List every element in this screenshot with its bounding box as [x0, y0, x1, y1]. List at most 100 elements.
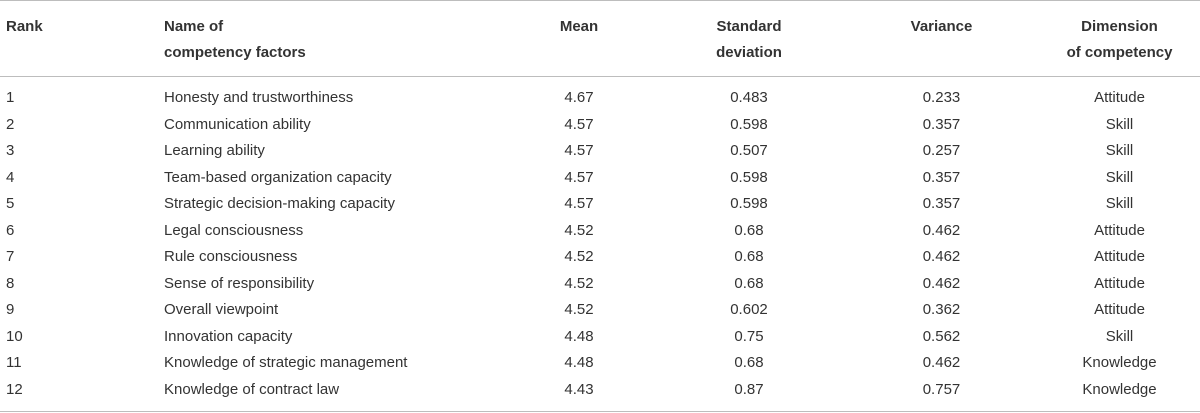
cell-competency-name: Legal consciousness — [164, 221, 304, 239]
header-sd: Standard deviation — [654, 0, 844, 77]
cell-dimension: Skill — [1105, 327, 1134, 345]
cell-competency-name: Team-based organization capacity — [164, 168, 392, 186]
cell-competency-name: Overall viewpoint — [164, 301, 279, 318]
cell-variance: 0.462 — [922, 274, 961, 292]
cell-rank: 10 — [6, 327, 23, 345]
table-header: Rank Name of competency factors Mean Sta… — [0, 0, 1200, 77]
cell-mean: 4.57 — [564, 168, 594, 186]
cell-mean: 4.48 — [564, 327, 594, 345]
cell-competency-name: Honesty and trustworthiness — [164, 89, 354, 106]
cell-standard-deviation: 0.68 — [734, 274, 764, 292]
cell-dimension: Skill — [1105, 168, 1134, 186]
cell-dimension: Skill — [1105, 115, 1134, 133]
header-name-line-1: Name of — [164, 18, 224, 35]
header-name: Name of competency factors — [164, 0, 504, 77]
cell-competency-name: Learning ability — [164, 142, 265, 159]
cell-standard-deviation: 0.68 — [734, 248, 764, 265]
cell-variance: 0.757 — [922, 380, 961, 398]
cell-dimension: Attitude — [1094, 248, 1145, 265]
cell-standard-deviation: 0.602 — [730, 301, 768, 318]
cell-variance: 0.562 — [922, 327, 961, 345]
table-row: 3 Learning ability 4.57 0.507 0.257 Skill — [0, 138, 1200, 165]
cell-competency-name: Innovation capacity — [164, 327, 293, 345]
cell-variance: 0.257 — [922, 142, 961, 159]
cell-standard-deviation: 0.598 — [730, 195, 768, 212]
table-row: 8 Sense of responsibility 4.52 0.68 0.462 Att… — [0, 271, 1200, 298]
table-row: 9 Overall viewpoint 4.52 0.602 0.362 Attitude — [0, 297, 1200, 324]
cell-rank: 3 — [6, 142, 15, 159]
cell-mean: 4.57 — [564, 115, 594, 133]
cell-mean: 4.57 — [564, 195, 594, 212]
header-variance-line: Variance — [910, 18, 973, 35]
cell-mean: 4.52 — [564, 301, 594, 318]
table-row: 5 Strategic decision-making capacity 4.57 0… — [0, 191, 1200, 218]
cell-competency-name: Knowledge of strategic management — [164, 354, 408, 371]
cell-standard-deviation: 0.483 — [730, 89, 768, 106]
cell-variance: 0.462 — [922, 354, 961, 371]
cell-variance: 0.357 — [922, 168, 961, 186]
cell-variance: 0.357 — [922, 195, 961, 212]
cell-rank: 4 — [6, 168, 15, 186]
cell-standard-deviation: 0.598 — [730, 168, 768, 186]
cell-dimension: Skill — [1105, 142, 1134, 159]
table-row: 6 Legal consciousness 4.52 0.68 0.462 Attitud… — [0, 218, 1200, 245]
cell-variance: 0.462 — [922, 248, 961, 265]
cell-standard-deviation: 0.87 — [734, 380, 764, 398]
header-dimension-line-1: Dimension — [1081, 18, 1158, 35]
header-mean-line: Mean — [559, 18, 599, 35]
cell-dimension: Attitude — [1094, 221, 1145, 239]
table-row: 1 Honesty and trustworthiness 4.67 0.483 0.2… — [0, 77, 1200, 112]
table-row: 12 Knowledge of contract law 4.43 0.87 0.757… — [0, 377, 1200, 412]
cell-competency-name: Sense of responsibility — [164, 274, 315, 292]
cell-rank: 5 — [6, 195, 15, 212]
cell-rank: 12 — [6, 380, 23, 398]
cell-standard-deviation: 0.68 — [734, 354, 764, 371]
cell-rank: 7 — [6, 248, 15, 265]
cell-standard-deviation: 0.75 — [734, 327, 764, 345]
cell-standard-deviation: 0.68 — [734, 221, 764, 239]
cell-dimension: Knowledge — [1082, 354, 1157, 371]
cell-rank: 8 — [6, 274, 15, 292]
cell-rank: 9 — [6, 301, 15, 318]
header-name-line-2: competency factors — [164, 44, 306, 61]
cell-variance: 0.462 — [922, 221, 961, 239]
cell-competency-name: Knowledge of contract law — [164, 380, 340, 398]
table-row: 7 Rule consciousness 4.52 0.68 0.462 Attitude — [0, 244, 1200, 271]
table-row: 2 Communication ability 4.57 0.598 0.357 Skil… — [0, 112, 1200, 139]
header-dimension-line-2: of competency — [1066, 44, 1173, 61]
cell-variance: 0.357 — [922, 115, 961, 133]
header-dimension: Dimension of competency — [1039, 0, 1200, 77]
cell-mean: 4.52 — [564, 248, 594, 265]
cell-dimension: Attitude — [1094, 89, 1145, 106]
table-row: 10 Innovation capacity 4.48 0.75 0.562 Skill — [0, 324, 1200, 351]
cell-rank: 2 — [6, 115, 15, 133]
cell-competency-name: Rule consciousness — [164, 248, 298, 265]
cell-rank: 1 — [6, 89, 15, 106]
cell-dimension: Attitude — [1094, 274, 1145, 292]
table-row: 4 Team-based organization capacity 4.57 0.5… — [0, 165, 1200, 192]
cell-standard-deviation: 0.507 — [730, 142, 768, 159]
cell-dimension: Attitude — [1094, 301, 1145, 318]
cell-mean: 4.43 — [564, 380, 594, 398]
cell-variance: 0.233 — [922, 89, 961, 106]
cell-dimension: Skill — [1105, 195, 1134, 212]
cell-rank: 6 — [6, 221, 15, 239]
cell-rank: 11 — [6, 354, 22, 371]
table-body: 1 Honesty and trustworthiness 4.67 0.483 0.2… — [0, 77, 1200, 412]
cell-mean: 4.67 — [564, 89, 594, 106]
header-variance: Variance — [844, 0, 1039, 77]
header-rank: Rank — [0, 0, 164, 77]
cell-standard-deviation: 0.598 — [730, 115, 768, 133]
cell-competency-name: Communication ability — [164, 115, 311, 133]
cell-mean: 4.52 — [564, 221, 594, 239]
cell-variance: 0.362 — [922, 301, 961, 318]
table-row: 11 Knowledge of strategic management 4.48 0… — [0, 350, 1200, 377]
cell-dimension: Knowledge — [1082, 380, 1157, 398]
cell-mean: 4.52 — [564, 274, 594, 292]
header-row: Rank Name of competency factors Mean Sta… — [0, 0, 1200, 77]
header-mean: Mean — [504, 0, 654, 77]
header-rank-line: Rank — [6, 18, 43, 35]
cell-mean: 4.57 — [564, 142, 594, 159]
